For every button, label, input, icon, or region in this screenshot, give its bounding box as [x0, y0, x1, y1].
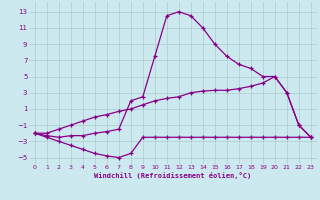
X-axis label: Windchill (Refroidissement éolien,°C): Windchill (Refroidissement éolien,°C) — [94, 172, 252, 179]
